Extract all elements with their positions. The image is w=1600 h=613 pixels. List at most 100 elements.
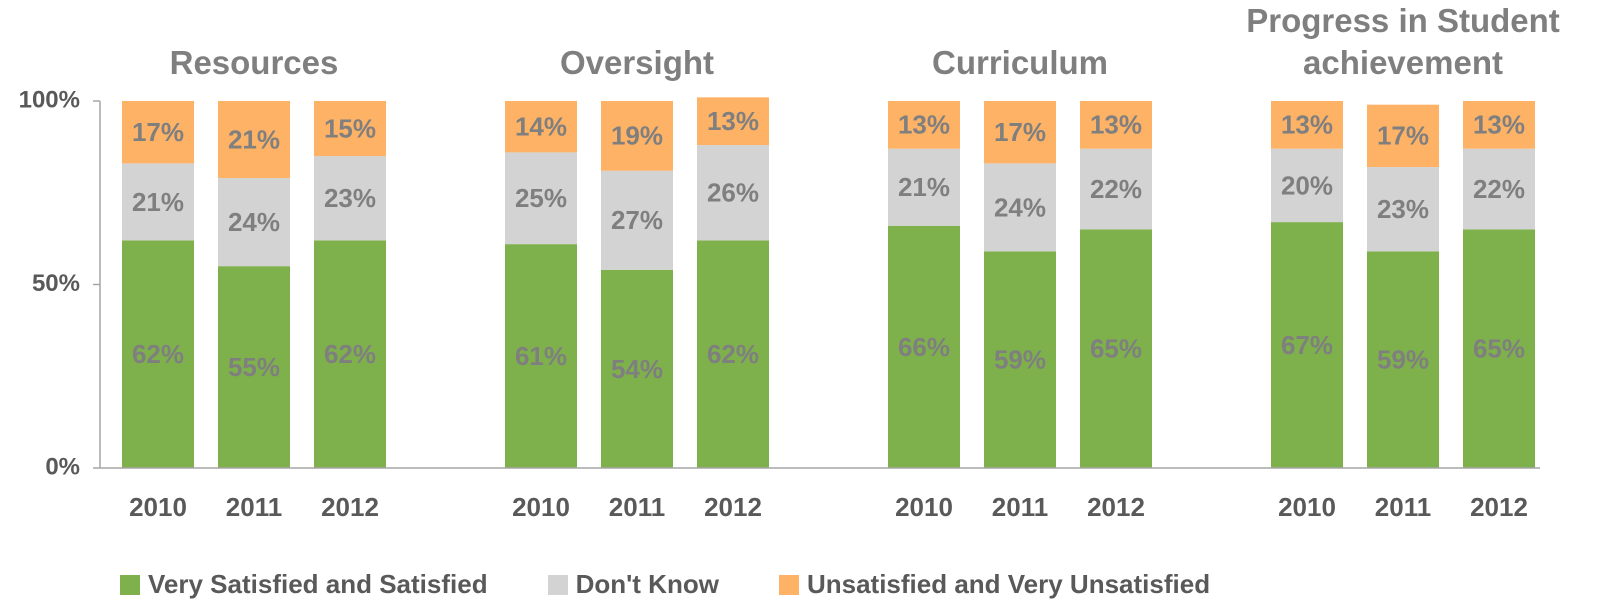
x-tick-label: 2012	[321, 492, 379, 522]
bar-segment	[1271, 222, 1343, 468]
value-label: 20%	[1281, 170, 1333, 200]
legend: Very Satisfied and Satisfied Don't Know Un…	[120, 569, 1270, 600]
value-label: 26%	[707, 178, 759, 208]
bar-segment	[314, 240, 386, 468]
bar-segment	[505, 152, 577, 245]
bar-segment	[888, 148, 960, 226]
bar-segment	[1463, 229, 1535, 468]
bar-segment	[122, 101, 194, 164]
value-label: 65%	[1090, 334, 1142, 364]
legend-label: Unsatisfied and Very Unsatisfied	[806, 569, 1211, 599]
x-tick-label: 2011	[1375, 492, 1431, 522]
bar-segment	[888, 225, 960, 468]
x-tick-label: 2012	[1087, 492, 1145, 522]
value-label: 24%	[994, 192, 1046, 222]
bar-segment	[697, 97, 769, 146]
value-label: 55%	[228, 352, 280, 382]
value-label: 65%	[1473, 334, 1525, 364]
y-tick-label: 0%	[45, 453, 80, 480]
value-label: 23%	[1377, 194, 1429, 224]
bar-segment	[697, 145, 769, 241]
value-label: 13%	[1473, 110, 1525, 140]
group-title: Resources	[169, 44, 339, 81]
bar-segment	[1080, 148, 1152, 230]
value-label: 13%	[707, 106, 759, 136]
value-label: 24%	[228, 207, 280, 237]
bar-segment	[984, 251, 1056, 468]
value-label: 13%	[1281, 110, 1333, 140]
bar-segment	[1080, 229, 1152, 468]
bar-segment	[1271, 148, 1343, 223]
value-label: 13%	[1090, 110, 1142, 140]
bar-segment	[888, 101, 960, 149]
bar-segment	[1367, 251, 1439, 468]
bar-segment	[984, 101, 1056, 164]
value-label: 61%	[515, 341, 567, 371]
x-tick-label: 2010	[895, 492, 953, 522]
bar-segment	[505, 244, 577, 468]
bar-segment	[1463, 148, 1535, 230]
legend-label: Very Satisfied and Satisfied	[148, 569, 488, 599]
bar-segment	[1080, 101, 1152, 149]
bar-segment	[697, 240, 769, 468]
value-label: 25%	[515, 183, 567, 213]
value-label: 59%	[1377, 345, 1429, 375]
value-label: 22%	[1473, 174, 1525, 204]
value-label: 21%	[898, 172, 950, 202]
bar-segment	[1271, 101, 1343, 149]
legend-swatch	[120, 574, 140, 595]
bar-segment	[601, 170, 673, 270]
value-label: 17%	[132, 117, 184, 147]
bar-segment	[1367, 104, 1439, 168]
value-label: 19%	[611, 121, 663, 151]
x-tick-label: 2011	[226, 492, 282, 522]
value-label: 54%	[611, 354, 663, 384]
value-label: 23%	[324, 183, 376, 213]
y-tick-label: 100%	[19, 86, 80, 113]
bar-segment	[984, 163, 1056, 252]
legend-swatch	[547, 574, 568, 595]
value-label: 13%	[898, 110, 950, 140]
value-label: 59%	[994, 345, 1046, 375]
value-label: 17%	[994, 117, 1046, 147]
x-tick-label: 2011	[992, 492, 1048, 522]
x-tick-label: 2012	[1470, 492, 1528, 522]
y-tick-label: 50%	[32, 270, 80, 297]
bar-segment	[218, 266, 290, 468]
bar-segment	[122, 240, 194, 468]
legend-label: Don't Know	[575, 569, 719, 599]
legend-swatch	[778, 574, 799, 595]
group-title: Oversight	[559, 44, 715, 81]
value-label: 62%	[132, 339, 184, 369]
bar-segment	[218, 178, 290, 267]
value-label: 21%	[228, 124, 280, 154]
bar-segment	[601, 101, 673, 171]
value-label: 27%	[611, 205, 663, 235]
bar-segment	[1463, 101, 1535, 149]
bar-segment	[601, 269, 673, 468]
bar-segment	[314, 101, 386, 157]
bar-segment	[1367, 167, 1439, 252]
group-title: Progress in Student achievement	[1246, 2, 1560, 81]
value-label: 15%	[324, 113, 376, 143]
bar-segment	[314, 156, 386, 241]
value-label: 62%	[324, 339, 376, 369]
value-label: 66%	[898, 332, 950, 362]
x-tick-label: 2010	[1278, 492, 1336, 522]
x-tick-label: 2011	[609, 492, 665, 522]
legend-item: Very Satisfied and Satisfied	[120, 569, 488, 600]
value-label: 62%	[707, 339, 759, 369]
value-label: 17%	[1377, 121, 1429, 151]
x-tick-label: 2010	[129, 492, 187, 522]
value-label: 14%	[515, 112, 567, 142]
value-label: 22%	[1090, 174, 1142, 204]
legend-item: Don't Know	[547, 569, 719, 600]
bar-segment	[505, 101, 577, 153]
legend-item: Unsatisfied and Very Unsatisfied	[778, 569, 1211, 600]
value-label: 21%	[132, 187, 184, 217]
group-title: Curriculum	[931, 44, 1109, 81]
bar-segment	[218, 101, 290, 179]
bar-segment	[122, 163, 194, 241]
